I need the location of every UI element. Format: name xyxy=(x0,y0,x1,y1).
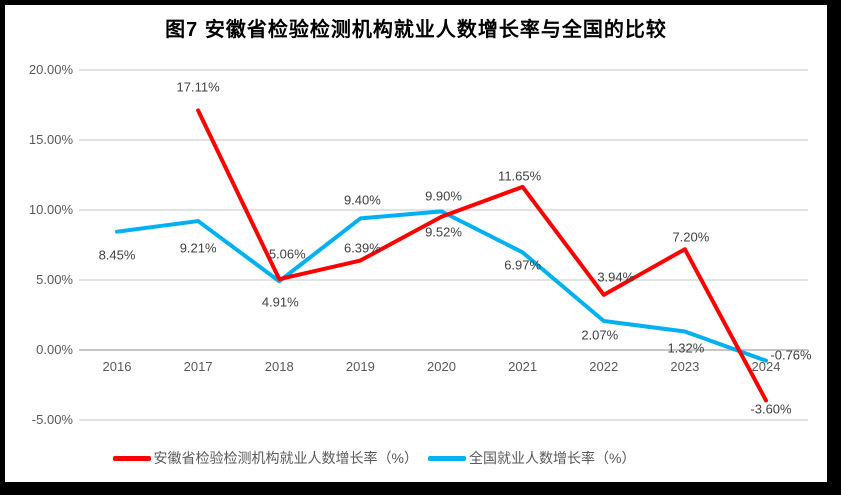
x-axis-tick-label-2018: 2018 xyxy=(264,359,294,374)
data-label-national-2024: -0.76% xyxy=(770,347,812,363)
data-label-national-2018: 4.91% xyxy=(261,294,299,310)
national-series-line xyxy=(115,209,768,363)
legend-item-anhui: 安徽省检验检测机构就业人数增长率（%） xyxy=(112,448,418,468)
anhui-series-line xyxy=(196,108,768,403)
data-label-anhui-2023: 7.20% xyxy=(672,229,710,245)
zero-axis-line xyxy=(79,349,808,351)
data-label-national-2017: 9.21% xyxy=(179,240,217,256)
legend-item-national: 全国就业人数增长率（%） xyxy=(428,448,635,468)
data-label-national-2023: 1.32% xyxy=(667,340,705,356)
gridline xyxy=(79,69,808,71)
x-axis-tick-label-2020: 2020 xyxy=(427,359,456,374)
y-axis-tick-label: 15.00% xyxy=(28,132,73,147)
x-axis-tick-label-2017: 2017 xyxy=(183,359,213,374)
legend-line-swatch-blue xyxy=(428,455,466,461)
gridline xyxy=(79,419,808,421)
data-label-anhui-2018: 5.06% xyxy=(268,246,306,262)
series-lines-plot xyxy=(115,108,768,403)
x-axis-tick-label-2024: 2024 xyxy=(751,359,781,374)
data-label-anhui-2024: -3.60% xyxy=(750,401,792,417)
legend-line-swatch-red xyxy=(112,455,151,461)
data-label-anhui-2017: 17.11% xyxy=(176,79,220,95)
legend-label-national: 全国就业人数增长率（%） xyxy=(469,450,636,466)
data-label-anhui-2022: 3.94% xyxy=(597,269,635,285)
data-label-national-2016: 8.45% xyxy=(98,247,136,263)
gridline xyxy=(79,209,808,211)
gridline xyxy=(79,279,808,281)
x-axis-tick-label-2022: 2022 xyxy=(589,359,619,374)
data-label-national-2020: 9.90% xyxy=(425,188,462,204)
gridline xyxy=(79,139,808,141)
y-axis-tick-label: 0.00% xyxy=(36,342,73,357)
legend-label-anhui: 安徽省检验检测机构就业人数增长率（%） xyxy=(153,450,418,466)
x-axis-tick-label-2016: 2016 xyxy=(102,359,132,374)
data-label-national-2021: 6.97% xyxy=(504,257,542,273)
data-label-anhui-2019: 6.39% xyxy=(343,240,381,256)
data-label-national-2022: 2.07% xyxy=(581,327,619,343)
y-axis-tick-label: 20.00% xyxy=(28,62,73,77)
legend: 安徽省检验检测机构就业人数增长率（%） 全国就业人数增长率（%） xyxy=(5,448,743,468)
y-axis-tick-label: 5.00% xyxy=(36,272,73,287)
data-label-anhui-2021: 11.65% xyxy=(498,168,542,184)
x-axis-tick-label-2021: 2021 xyxy=(508,359,538,374)
data-label-national-2019: 9.40% xyxy=(343,192,381,208)
x-axis-tick-label-2023: 2023 xyxy=(670,359,700,374)
data-label-anhui-2020: 9.52% xyxy=(425,224,462,240)
x-axis-tick-label-2019: 2019 xyxy=(345,359,375,374)
chart-title: 图7 安徽省检验检测机构就业人数增长率与全国的比较 xyxy=(165,19,667,41)
chart-area: 图7 安徽省检验检测机构就业人数增长率与全国的比较 20.00% 15.00% 10… xyxy=(5,5,827,482)
y-axis-tick-label: -5.00% xyxy=(31,412,73,427)
y-axis-tick-label: 10.00% xyxy=(28,202,73,217)
